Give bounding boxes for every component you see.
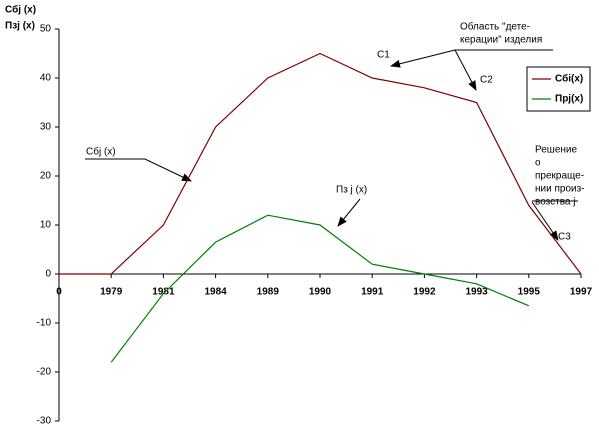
x-tick-label: 1979 — [100, 287, 123, 298]
legend-label: Прj(x) — [555, 94, 583, 105]
x-tick-label: 1995 — [518, 287, 541, 298]
annotation: Область "дете- — [460, 21, 530, 33]
annotation: Пз j (x) — [336, 185, 367, 196]
x-tick-label: 1991 — [361, 287, 384, 298]
y-tick-label: 30 — [40, 122, 52, 133]
annotation: керации" изделия — [460, 35, 542, 46]
y-tick-label: -20 — [37, 367, 52, 378]
annotation: Сбj (x) — [86, 146, 116, 158]
y-tick-label: 50 — [40, 24, 52, 35]
x-tick-label: 0 — [56, 287, 62, 298]
annotation: C2 — [480, 75, 493, 86]
legend-label: Сбі(x) — [555, 73, 583, 85]
annotation: прекраще- — [535, 171, 584, 182]
annotation: C3 — [558, 232, 571, 243]
y-tick-label: 10 — [40, 220, 52, 231]
x-tick-label: 1984 — [204, 287, 227, 298]
x-tick-label: 1989 — [257, 287, 280, 298]
x-tick-label: 1997 — [570, 287, 593, 298]
series-line — [110, 214, 530, 363]
x-tick-label: 1981 — [152, 287, 175, 298]
series-line — [59, 52, 582, 275]
x-tick-label: 1993 — [465, 287, 488, 298]
y-axis-label: Сбj (x) — [5, 4, 36, 16]
y-tick-label: 20 — [40, 171, 52, 182]
annotation: о — [535, 158, 541, 169]
x-tick-label: 1992 — [413, 287, 436, 298]
annotation: возства j — [535, 197, 575, 208]
y-tick-label: -10 — [37, 318, 52, 329]
annotation-arrows — [85, 49, 578, 241]
y-axis-label: Пзj (x) — [5, 21, 35, 32]
y-tick-label: 40 — [40, 73, 52, 84]
annotation: нии произ- — [535, 184, 585, 195]
annotation: Решение — [535, 145, 577, 156]
annotation: C1 — [377, 50, 390, 61]
y-tick-label: -30 — [37, 416, 52, 427]
legend-box — [526, 66, 591, 112]
y-tick-label: 0 — [45, 269, 51, 280]
x-tick-label: 1990 — [309, 287, 332, 298]
